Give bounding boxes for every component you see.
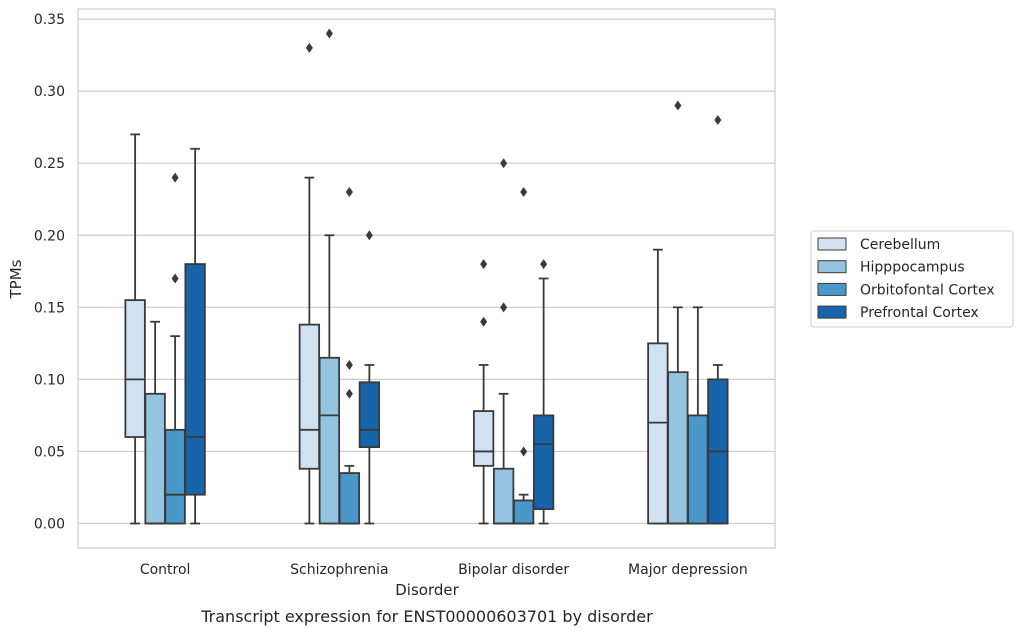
outlier-point [345,388,353,399]
box-prefrontal-cortex [532,259,555,525]
box-hipppocampus [492,158,515,525]
outlier-point [674,100,682,111]
iqr-box [532,414,555,510]
plot-frame [77,8,776,549]
legend-swatch [817,282,847,296]
iqr-box [472,410,495,467]
box-orbitofontal-cortex [164,172,186,525]
x-axis: Control Schizophrenia Bipolar disorder Majo… [140,562,748,578]
box-prefrontal-cortex [184,147,206,525]
legend-item: Orbitofontal Cortex [817,282,995,298]
outlier-point [480,316,488,327]
iqr-box [358,381,381,449]
box-cerebellum [124,133,146,525]
x-tick-label: Bipolar disorder [458,562,569,578]
y-tick-label: 0.15 [34,300,65,316]
iqr-box [164,428,186,525]
legend-item: Hipppocampus [817,260,965,276]
y-tick-label: 0.25 [34,156,65,172]
iqr-box [512,499,535,525]
box-orbitofontal-cortex [687,306,709,525]
legend-label: Prefrontal Cortex [860,305,979,321]
legend-swatch [817,237,847,251]
x-tick-label: Major depression [628,562,748,578]
outlier-point [171,273,179,284]
iqr-box [687,414,709,525]
legend-label: Hipppocampus [860,260,965,276]
y-axis: 0.00 0.05 0.10 0.15 0.20 0.25 0.30 0.35 [34,12,65,532]
outlier-point [345,359,353,370]
box-cerebellum [472,259,495,525]
y-tick-label: 0.35 [34,12,65,28]
outlier-point [520,446,528,457]
outlier-point [365,230,373,241]
box-prefrontal-cortex [707,114,729,525]
iqr-box [184,263,206,496]
outlier-point [714,114,722,125]
outlier-point [345,187,353,198]
y-tick-label: 0.30 [34,84,65,100]
iqr-box [338,472,361,525]
legend-item: Cerebellum [817,237,940,253]
category-group [647,100,729,525]
outlier-point [540,259,548,270]
outlier-point [500,158,508,169]
legend: Cerebellum Hipppocampus Orbitofontal Corte… [810,230,1014,328]
iqr-box [124,299,146,438]
x-tick-label: Schizophrenia [290,562,388,578]
chart-caption: Transcript expression for ENST0000060370… [200,607,653,626]
category-group [298,28,381,525]
box-groups [124,28,729,525]
box-orbitofontal-cortex [512,187,535,525]
iqr-box [492,467,515,525]
iqr-box [318,356,341,525]
y-tick-label: 0.05 [34,444,65,460]
y-tick-label: 0.20 [34,228,65,244]
box-orbitofontal-cortex [338,187,361,525]
outlier-point [325,28,333,39]
box-hipppocampus [667,100,689,525]
iqr-box [144,392,166,525]
outlier-point [480,259,488,270]
box-cerebellum [647,248,669,525]
box-prefrontal-cortex [358,230,381,525]
y-tick-label: 0.10 [34,372,65,388]
iqr-box [667,371,689,525]
x-tick-label: Control [140,562,191,578]
iqr-box [298,323,321,470]
legend-swatch [817,260,847,274]
legend-frame [810,230,1014,328]
outlier-point [305,42,313,53]
outlier-point [500,302,508,313]
box-hipppocampus [318,28,341,525]
iqr-box [647,342,669,525]
legend-label: Orbitofontal Cortex [860,282,995,298]
outlier-point [520,187,528,198]
legend-item: Prefrontal Cortex [817,305,979,321]
legend-swatch [817,305,847,319]
outlier-point [171,172,179,183]
category-group [472,158,555,525]
category-group [124,133,206,525]
y-axis-label: TPMs [7,259,25,299]
y-tick-label: 0.00 [34,517,65,533]
x-axis-label: Disorder [395,581,459,599]
legend-label: Cerebellum [860,237,940,253]
